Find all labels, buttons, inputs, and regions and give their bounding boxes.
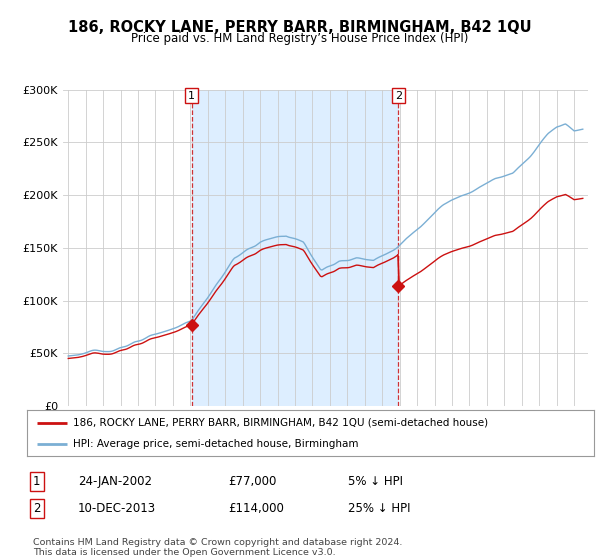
Text: £77,000: £77,000: [228, 475, 277, 488]
Text: Contains HM Land Registry data © Crown copyright and database right 2024.
This d: Contains HM Land Registry data © Crown c…: [33, 538, 403, 557]
Text: 2: 2: [395, 91, 402, 101]
Text: 186, ROCKY LANE, PERRY BARR, BIRMINGHAM, B42 1QU (semi-detached house): 186, ROCKY LANE, PERRY BARR, BIRMINGHAM,…: [73, 418, 488, 428]
Text: 5% ↓ HPI: 5% ↓ HPI: [348, 475, 403, 488]
Text: 1: 1: [188, 91, 195, 101]
Text: 10-DEC-2013: 10-DEC-2013: [78, 502, 156, 515]
Text: Price paid vs. HM Land Registry’s House Price Index (HPI): Price paid vs. HM Land Registry’s House …: [131, 32, 469, 45]
Text: 25% ↓ HPI: 25% ↓ HPI: [348, 502, 410, 515]
Text: 24-JAN-2002: 24-JAN-2002: [78, 475, 152, 488]
Text: £114,000: £114,000: [228, 502, 284, 515]
Text: 1: 1: [33, 475, 41, 488]
Text: 186, ROCKY LANE, PERRY BARR, BIRMINGHAM, B42 1QU: 186, ROCKY LANE, PERRY BARR, BIRMINGHAM,…: [68, 20, 532, 35]
Bar: [191, 90, 398, 406]
Text: HPI: Average price, semi-detached house, Birmingham: HPI: Average price, semi-detached house,…: [73, 439, 359, 449]
Text: 2: 2: [33, 502, 41, 515]
